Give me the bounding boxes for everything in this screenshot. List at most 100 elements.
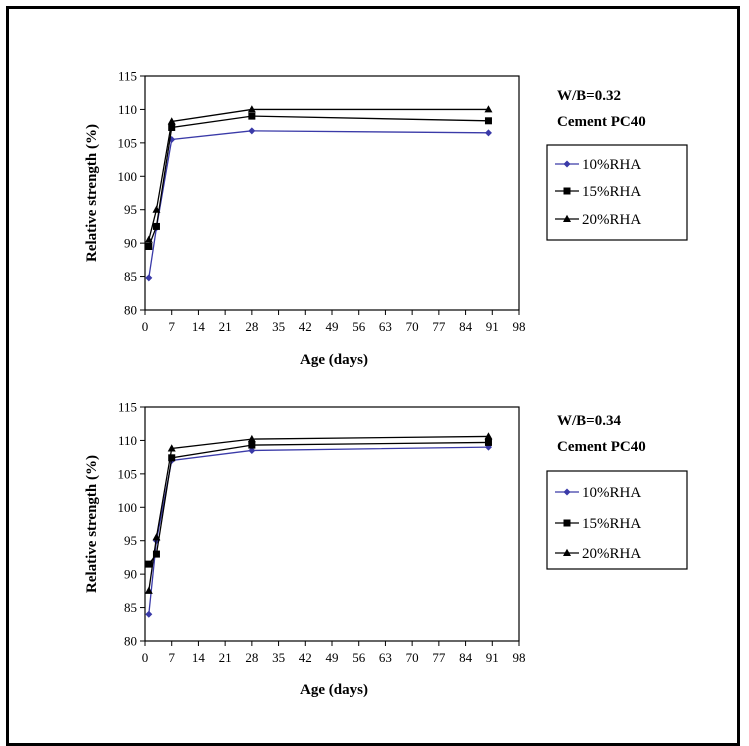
x-tick-label: 49 [326, 319, 339, 334]
series-line-10%RHA [148, 130, 489, 279]
legend-label-20%RHA: 20%RHA [582, 546, 641, 562]
data-point-20%RHA [144, 586, 153, 594]
x-tick-label: 35 [272, 650, 285, 665]
x-tick-label: 56 [352, 650, 366, 665]
y-tick-label: 115 [118, 400, 137, 415]
legend-label-20%RHA: 20%RHA [582, 212, 641, 228]
annotation-cement: Cement PC40 [557, 439, 646, 455]
data-point-10%RHA [248, 127, 256, 135]
y-tick-label: 110 [118, 102, 137, 117]
x-tick-label: 84 [459, 650, 473, 665]
y-tick-label: 105 [118, 135, 138, 150]
y-tick-label: 105 [118, 466, 138, 481]
x-tick-label: 63 [379, 319, 392, 334]
x-tick-label: 77 [432, 650, 446, 665]
y-tick-label: 95 [124, 533, 137, 548]
x-tick-label: 28 [245, 650, 258, 665]
legend-marker-20%RHA [563, 214, 571, 222]
data-point-20%RHA [144, 235, 153, 243]
legend-marker-15%RHA [563, 187, 571, 195]
x-tick-label: 21 [219, 650, 232, 665]
x-tick-label: 70 [406, 319, 419, 334]
x-tick-label: 21 [219, 319, 232, 334]
x-tick-label: 0 [142, 319, 149, 334]
x-tick-label: 98 [513, 319, 526, 334]
data-point-10%RHA [484, 129, 492, 137]
y-tick-label: 110 [118, 433, 137, 448]
x-tick-label: 28 [245, 319, 258, 334]
plot-area [144, 75, 520, 311]
series-line-20%RHA [148, 435, 489, 591]
y-tick-label: 85 [124, 269, 137, 284]
data-point-15%RHA [145, 242, 153, 250]
annotation-wb-ratio: W/B=0.32 [557, 88, 621, 104]
series-line-10%RHA [148, 446, 489, 615]
y-axis-title: Relative strength (%) [84, 124, 100, 262]
chart-panel-2: 80 85 90 95 100 105 110 115 0 7 14 21 28 35 42 49 56 63 70… [84, 400, 688, 698]
x-axis-title: Age (days) [300, 682, 368, 698]
x-tick-label: 63 [379, 650, 392, 665]
data-point-20%RHA [247, 434, 256, 443]
x-tick-label: 7 [168, 650, 175, 665]
y-tick-label: 115 [118, 69, 137, 84]
x-tick-label: 42 [299, 650, 312, 665]
data-point-15%RHA [168, 123, 176, 131]
series-line-15%RHA [148, 441, 489, 565]
legend-label-15%RHA: 15%RHA [582, 184, 641, 200]
annotation-wb-ratio: W/B=0.34 [557, 413, 621, 429]
series-line-15%RHA [148, 115, 489, 247]
data-point-15%RHA [145, 560, 153, 568]
data-point-20%RHA [484, 105, 493, 113]
y-tick-label: 100 [118, 169, 138, 184]
data-point-10%RHA [248, 446, 256, 454]
x-axis-title: Age (days) [300, 352, 368, 368]
legend-marker-20%RHA [563, 548, 571, 556]
legend-marker-10%RHA [563, 160, 571, 168]
x-tick-label: 35 [272, 319, 285, 334]
legend-label-15%RHA: 15%RHA [582, 516, 641, 532]
x-tick-label: 98 [513, 650, 526, 665]
data-point-15%RHA [248, 441, 256, 449]
x-tick-label: 84 [459, 319, 473, 334]
y-tick-label: 90 [124, 236, 137, 251]
x-tick-label: 91 [486, 319, 499, 334]
y-tick-label: 90 [124, 567, 137, 582]
chart-panel-1: 80 85 90 95 100 105 110 115 0 7 14 21 28 35 42 49 56 63 70… [84, 69, 688, 368]
data-point-10%RHA [145, 274, 153, 282]
legend-label-10%RHA: 10%RHA [582, 485, 641, 501]
y-tick-label: 80 [124, 303, 137, 318]
data-point-15%RHA [248, 112, 256, 120]
data-point-20%RHA [167, 117, 176, 125]
x-tick-label: 14 [192, 319, 206, 334]
y-tick-label: 100 [118, 500, 138, 515]
x-tick-label: 77 [432, 319, 446, 334]
x-tick-label: 56 [352, 319, 366, 334]
data-point-20%RHA [167, 444, 176, 452]
data-point-20%RHA [152, 205, 161, 213]
series-line-20%RHA [148, 108, 489, 240]
x-tick-label: 7 [168, 319, 175, 334]
y-tick-label: 85 [124, 600, 137, 615]
data-point-20%RHA [484, 432, 493, 440]
x-tick-label: 91 [486, 650, 499, 665]
x-tick-label: 14 [192, 650, 206, 665]
data-point-10%RHA [145, 610, 153, 618]
y-tick-label: 95 [124, 202, 137, 217]
legend-marker-10%RHA [563, 488, 571, 496]
data-point-15%RHA [168, 454, 176, 462]
legend-marker-15%RHA [563, 519, 571, 527]
data-point-15%RHA [484, 438, 492, 446]
y-tick-label: 80 [124, 634, 137, 649]
x-tick-label: 42 [299, 319, 312, 334]
data-point-15%RHA [484, 117, 492, 125]
data-point-15%RHA [152, 222, 160, 230]
x-tick-label: 49 [326, 650, 339, 665]
figure-frame: 80 85 90 95 100 105 110 115 0 7 14 21 28 35 42 49 56 63 70… [6, 6, 740, 746]
data-point-20%RHA [247, 105, 256, 113]
x-tick-label: 0 [142, 650, 149, 665]
data-point-20%RHA [152, 533, 161, 541]
annotation-cement: Cement PC40 [557, 114, 646, 130]
data-point-15%RHA [152, 550, 160, 558]
legend-label-10%RHA: 10%RHA [582, 157, 641, 173]
